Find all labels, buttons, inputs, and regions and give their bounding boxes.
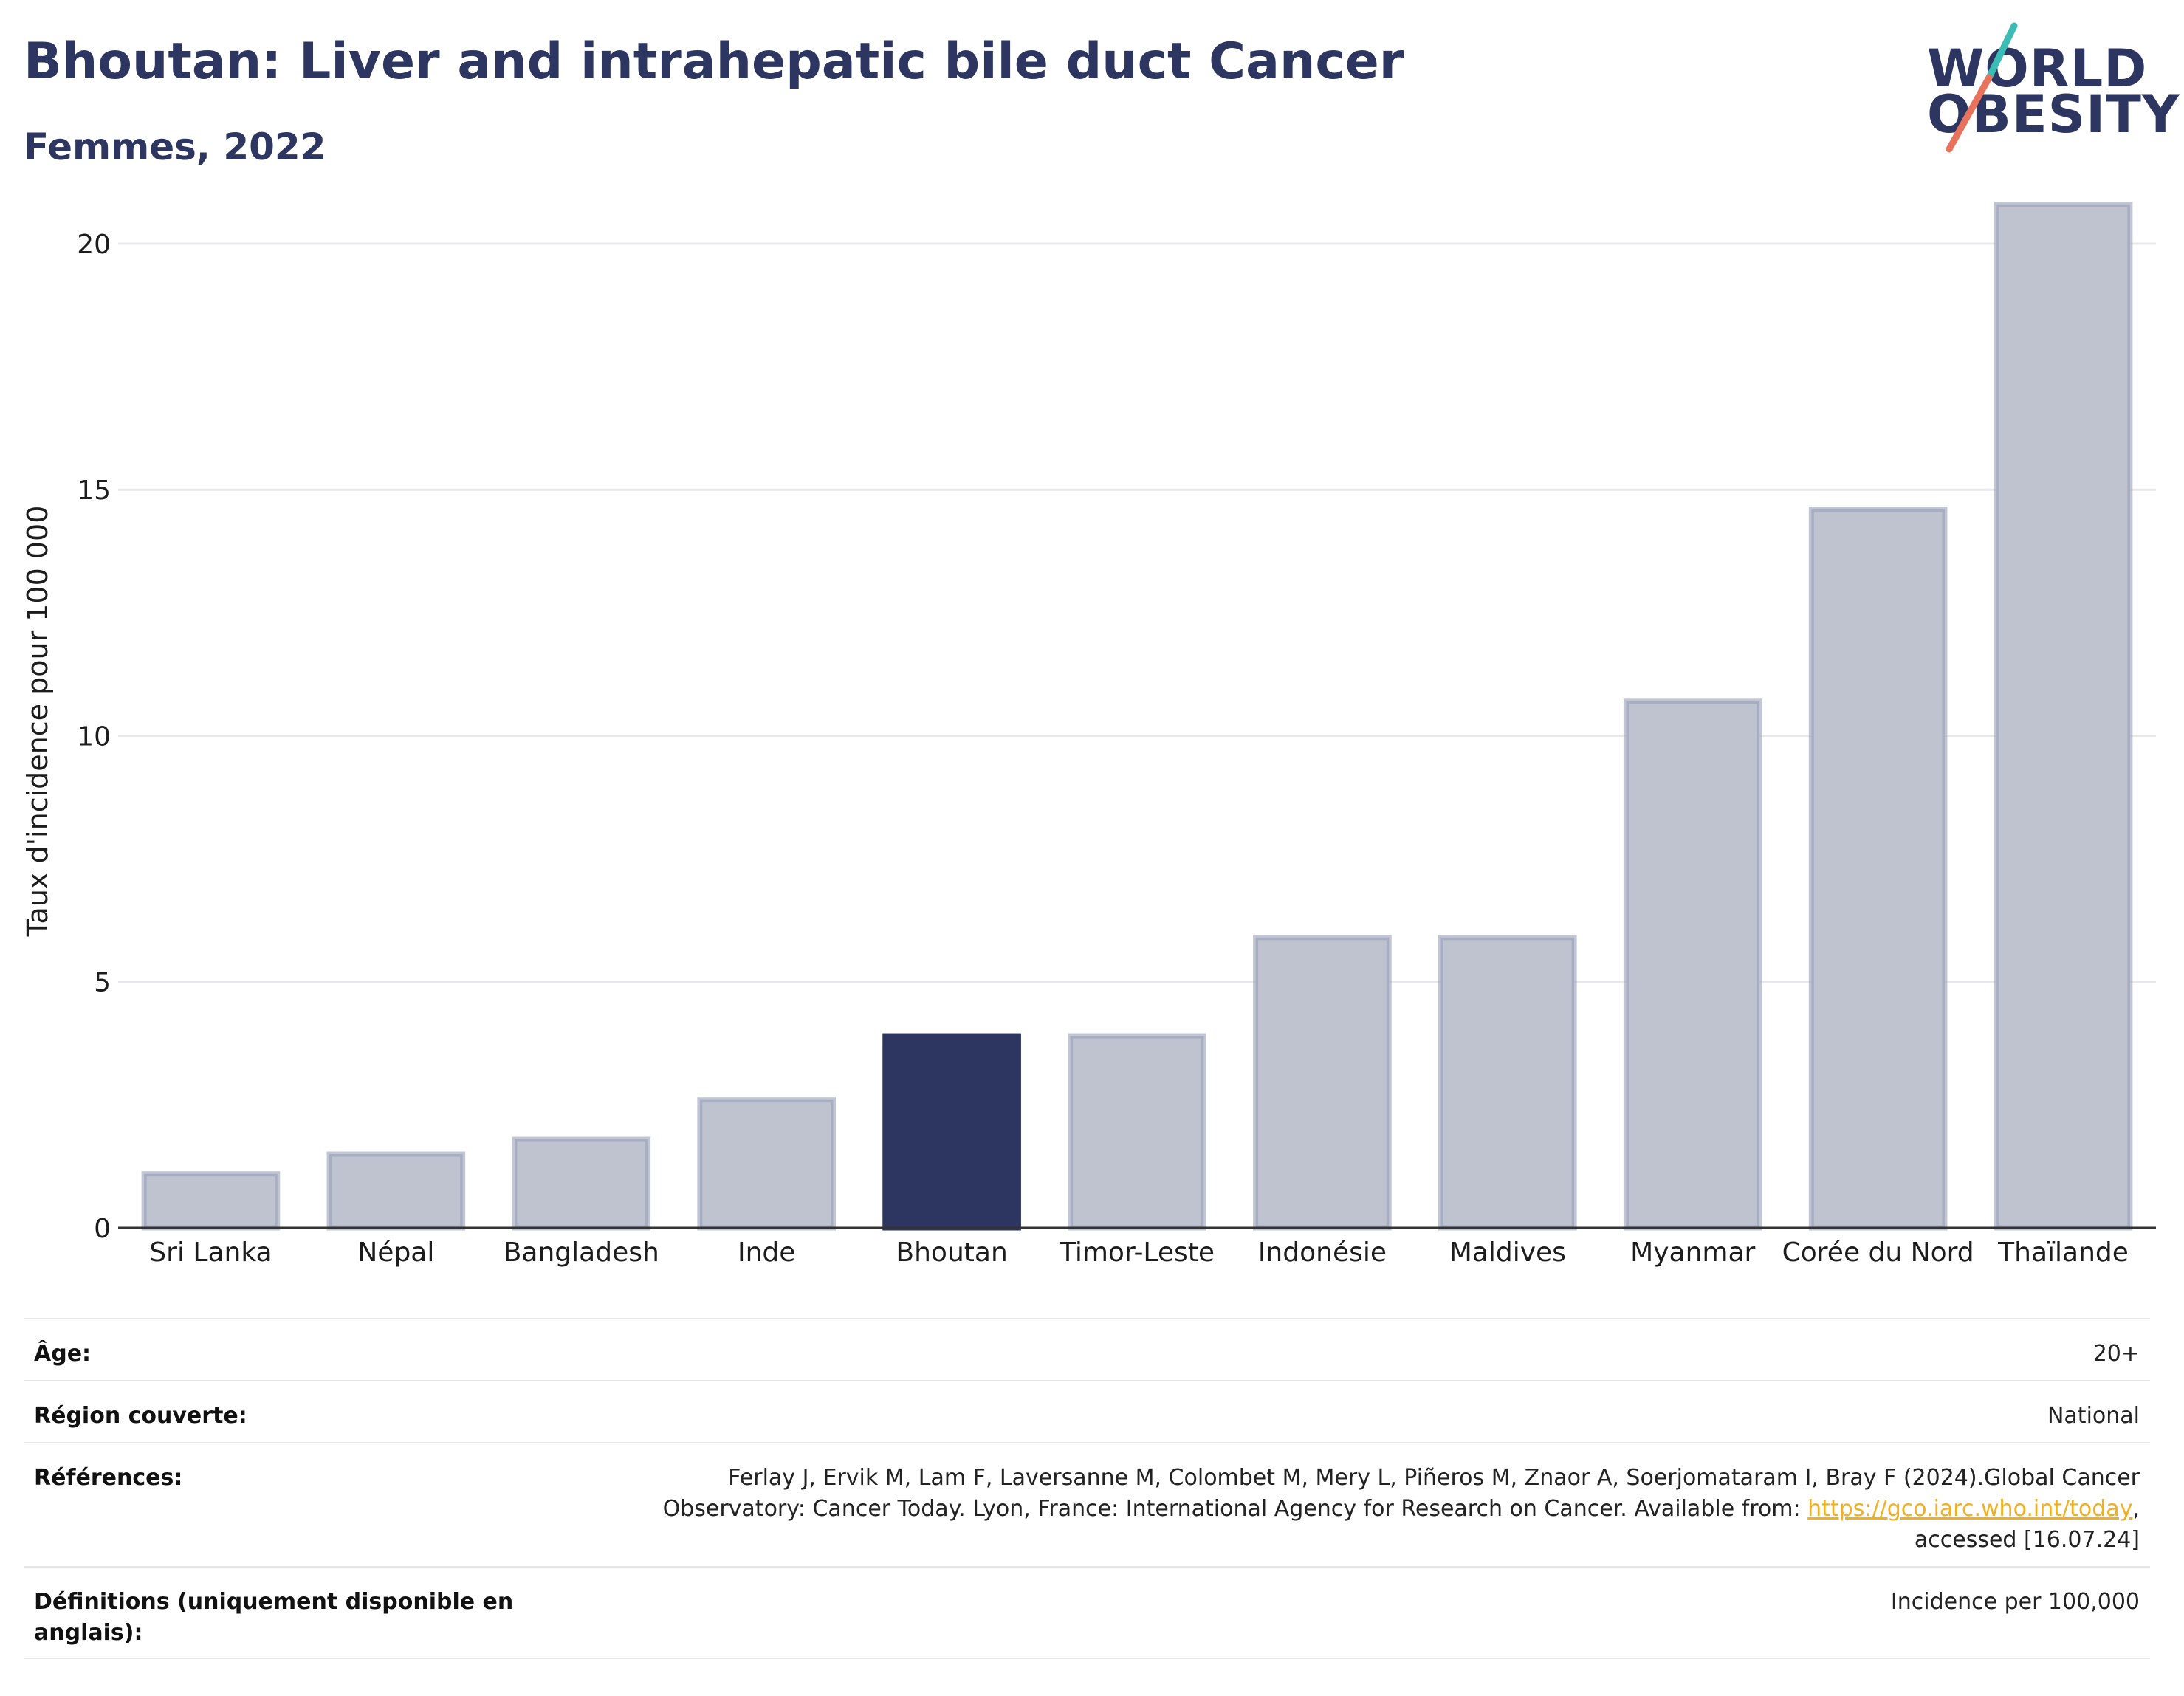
y-tick-label: 15 bbox=[77, 476, 111, 506]
references-line-2-text: Observatory: Cancer Today. Lyon, France:… bbox=[662, 1496, 1808, 1522]
x-tick-label: Sri Lanka bbox=[149, 1237, 272, 1268]
chart-subtitle: Femmes, 2022 bbox=[24, 126, 326, 168]
logo-slash-icon bbox=[1946, 22, 2018, 153]
logo-word-world: WORLD bbox=[1927, 38, 2148, 99]
bar-inde[interactable] bbox=[697, 1097, 837, 1231]
y-tick-label: 0 bbox=[94, 1214, 111, 1244]
references-line-1: Ferlay J, Ervik M, Lam F, Laversanne M, … bbox=[728, 1465, 2140, 1491]
definitions-value: Incidence per 100,000 bbox=[1890, 1589, 2140, 1615]
y-tick-label: 5 bbox=[94, 968, 111, 998]
region-value: National bbox=[2047, 1403, 2140, 1429]
info-row-definitions: Définitions (uniquement disponible en an… bbox=[24, 1566, 2150, 1659]
bar-indon-sie[interactable] bbox=[1253, 935, 1392, 1231]
x-tick-label: Bhoutan bbox=[896, 1237, 1007, 1268]
x-tick-label: Timor-Leste bbox=[1059, 1237, 1215, 1268]
references-label: Références: bbox=[34, 1465, 183, 1491]
x-tick-label: Corée du Nord bbox=[1782, 1237, 1974, 1268]
y-axis-label: Taux d'incidence pour 100 000 bbox=[21, 506, 54, 938]
bar-bhoutan[interactable] bbox=[882, 1033, 1021, 1231]
x-tick-label: Bangladesh bbox=[504, 1237, 659, 1268]
x-tick-label: Myanmar bbox=[1630, 1237, 1755, 1268]
references-line-3: accessed [16.07.24] bbox=[1914, 1527, 2140, 1553]
x-tick-label: Thaïlande bbox=[1997, 1237, 2129, 1268]
info-row-references: Références: Ferlay J, Ervik M, Lam F, La… bbox=[24, 1442, 2150, 1566]
references-value: Ferlay J, Ervik M, Lam F, Laversanne M, … bbox=[589, 1463, 2140, 1556]
bar-chart: 0 5 10 15 20 Sri Lanka Népal Bangladesh Inde Bhou… bbox=[21, 202, 2156, 1268]
references-line-2-end: , bbox=[2132, 1496, 2140, 1522]
x-tick-label: Népal bbox=[357, 1237, 434, 1268]
bar-timor-leste[interactable] bbox=[1068, 1033, 1206, 1231]
y-tick-label: 20 bbox=[77, 230, 111, 260]
chart-title: Bhoutan: Liver and intrahepatic bile duc… bbox=[24, 32, 1404, 91]
x-tick-label: Indonésie bbox=[1258, 1237, 1387, 1268]
bar-myanmar[interactable] bbox=[1623, 698, 1762, 1231]
x-tick-label: Maldives bbox=[1449, 1237, 1566, 1268]
info-row-region: Région couverte: National bbox=[24, 1380, 2150, 1442]
age-label: Âge: bbox=[34, 1341, 92, 1367]
bar-cor-e-du-nord[interactable] bbox=[1808, 507, 1948, 1231]
world-obesity-logo: WORLD OBESITY bbox=[1927, 22, 2180, 155]
region-label: Région couverte: bbox=[34, 1403, 247, 1429]
y-tick-label: 10 bbox=[77, 721, 111, 752]
bar-sri-lanka[interactable] bbox=[141, 1171, 281, 1231]
info-table: Âge: 20+ Région couverte: National Référ… bbox=[24, 1318, 2150, 1659]
references-line-2: Observatory: Cancer Today. Lyon, France:… bbox=[589, 1494, 2140, 1525]
x-tick-label: Inde bbox=[738, 1237, 795, 1268]
bar-bangladesh[interactable] bbox=[512, 1136, 651, 1231]
axes: 0 5 10 15 20 Sri Lanka Népal Bangladesh Inde Bhou… bbox=[77, 230, 2156, 1268]
bar-maldives[interactable] bbox=[1438, 935, 1577, 1231]
definitions-label: Définitions (uniquement disponible en an… bbox=[34, 1589, 514, 1646]
references-link[interactable]: https://gco.iarc.who.int/today bbox=[1807, 1496, 2133, 1522]
bar-n-pal[interactable] bbox=[326, 1151, 466, 1231]
info-row-age: Âge: 20+ bbox=[24, 1318, 2150, 1380]
bars bbox=[141, 202, 2133, 1231]
bar-tha-lande[interactable] bbox=[1994, 202, 2133, 1231]
age-value: 20+ bbox=[2092, 1341, 2140, 1367]
